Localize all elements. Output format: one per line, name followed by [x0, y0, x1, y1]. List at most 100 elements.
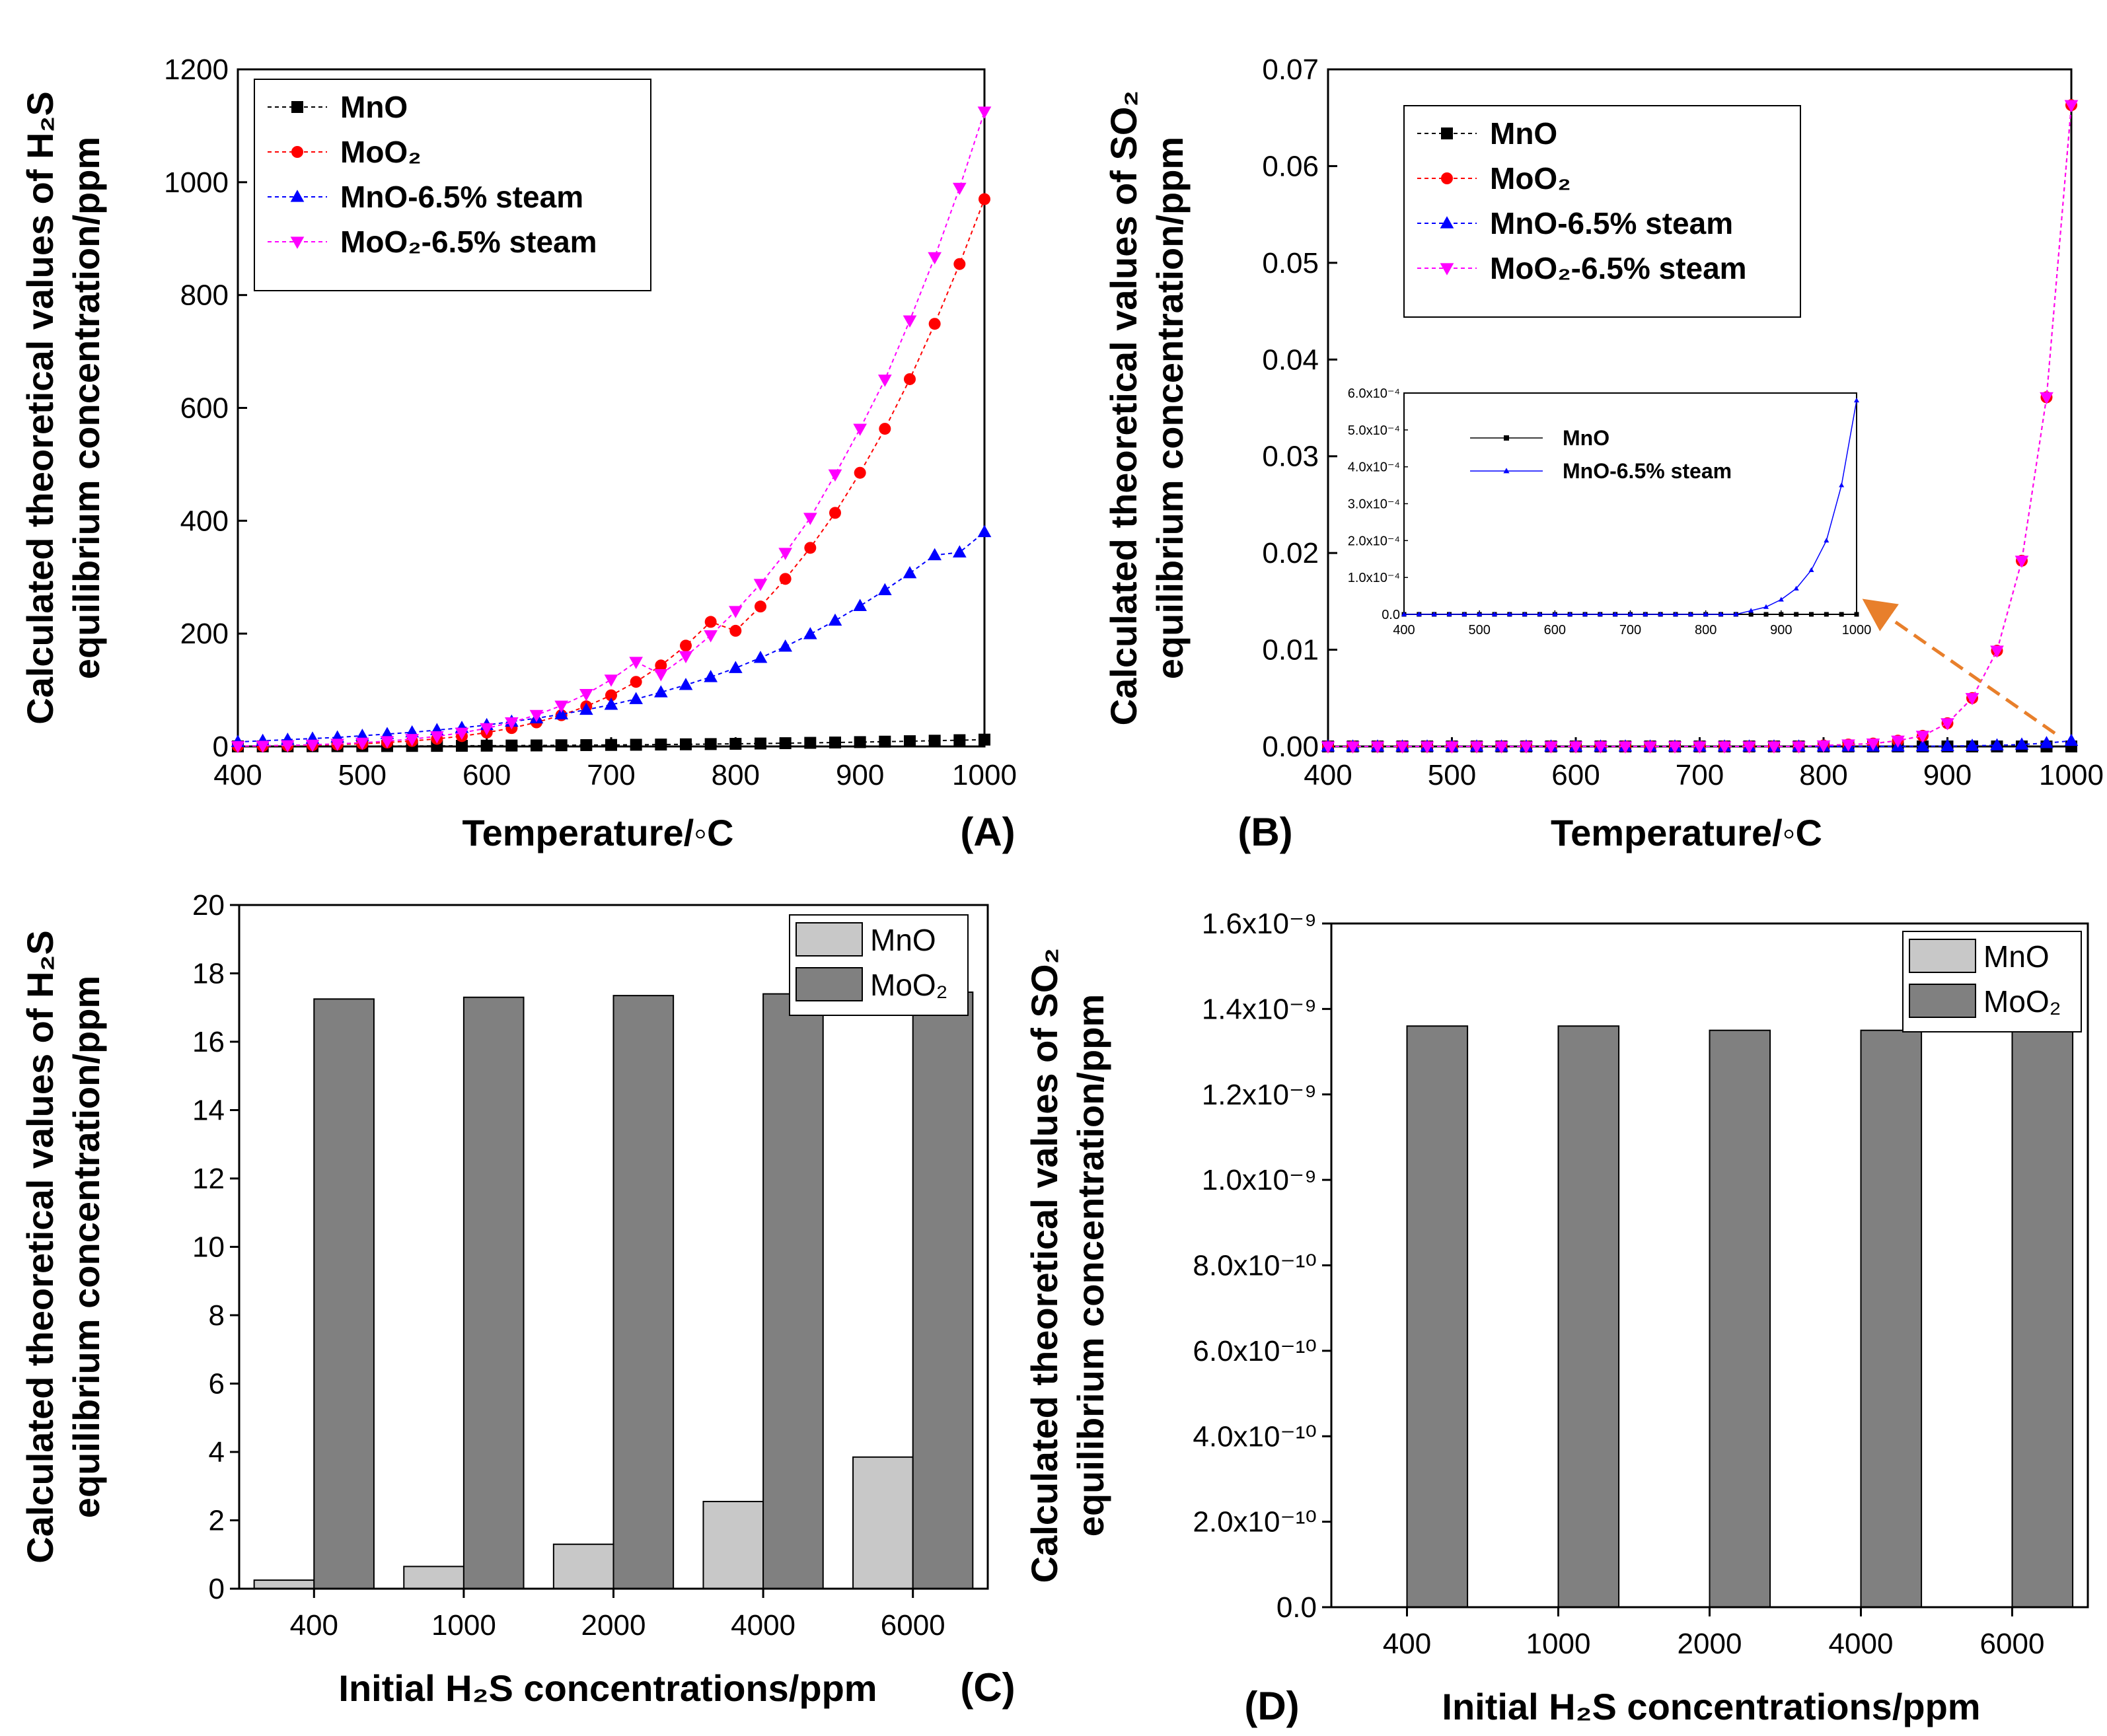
- bar-moo2: [313, 998, 375, 1589]
- legend-swatch: [1909, 984, 1976, 1018]
- inset-data-point: [1477, 611, 1483, 616]
- y-tick-label: 0.03: [1262, 441, 1319, 473]
- data-point: [804, 542, 817, 554]
- y-tick-label: 6: [209, 1368, 225, 1400]
- y-tick-label: 4.0x10⁻¹⁰: [1193, 1420, 1317, 1453]
- data-point: [904, 373, 916, 385]
- y-axis-title-line2: equilibrium concentration/ppm: [65, 976, 107, 1518]
- inset-y-tick-label: 0.0: [1382, 608, 1400, 622]
- data-point: [1594, 741, 1608, 754]
- y-tick-label: 800: [180, 279, 229, 312]
- data-point: [1816, 740, 1831, 753]
- series-0: [232, 733, 990, 752]
- inset-data-point: [1416, 611, 1422, 616]
- data-point: [256, 741, 270, 753]
- x-tick-label: 1000: [431, 1609, 496, 1642]
- inset-legend-marker: [1503, 468, 1510, 474]
- inset-data-point: [1627, 611, 1633, 616]
- data-point: [779, 737, 792, 750]
- legend-label: MoO₂: [870, 968, 948, 1002]
- x-tick-label: 900: [836, 759, 884, 791]
- legend-marker: [290, 236, 305, 249]
- data-point: [2064, 733, 2079, 746]
- y-tick-label: 8.0x10⁻¹⁰: [1193, 1250, 1317, 1282]
- inset-data-point: [1658, 611, 1664, 616]
- data-point: [2040, 736, 2053, 748]
- panel-label: (A): [960, 810, 1015, 854]
- panel-d-chart: 400 1000 2000 4000 6000 0.0 2.0x10⁻¹⁰ 4.0x10⁻¹⁰…: [1023, 908, 2089, 1728]
- bar-moo2: [612, 995, 675, 1589]
- data-point: [630, 676, 642, 688]
- data-point: [1420, 741, 1434, 754]
- x-tick-label: 6000: [1980, 1628, 2045, 1660]
- data-point: [1395, 741, 1409, 754]
- legend-label: MnO-6.5% steam: [340, 180, 583, 214]
- data-point: [1941, 739, 1954, 752]
- bar-moo2: [1709, 1029, 1771, 1608]
- data-point: [629, 657, 644, 669]
- panel-label: (B): [1238, 810, 1292, 854]
- y-tick-label: 600: [180, 392, 229, 425]
- data-point: [755, 737, 766, 750]
- data-point: [355, 737, 369, 750]
- data-point: [2064, 100, 2079, 112]
- inset-frame: [1403, 392, 1857, 615]
- legend: MnO MoO₂: [789, 914, 969, 1016]
- data-point: [1569, 741, 1583, 754]
- inset-data-point: [1793, 585, 1799, 591]
- x-tick-label: 2000: [1678, 1628, 1742, 1660]
- data-point: [728, 661, 743, 673]
- x-tick-label: 600: [462, 759, 511, 791]
- data-point: [952, 545, 967, 558]
- x-axis-title: Temperature/◦C: [462, 812, 734, 853]
- inset-data-point: [1687, 611, 1693, 616]
- data-point: [704, 670, 718, 682]
- inset-data-point: [1854, 612, 1859, 617]
- data-point: [903, 565, 917, 579]
- legend-marker: [291, 101, 303, 113]
- x-tick-label: 1000: [952, 759, 1017, 791]
- inset-data-point: [1718, 611, 1724, 616]
- inset-data-point: [1778, 597, 1784, 602]
- series-3: [1321, 100, 2079, 754]
- inset-y-tick-label: 3.0x10⁻⁴: [1348, 497, 1400, 512]
- data-point: [1915, 731, 1930, 743]
- data-point: [904, 735, 916, 748]
- data-point: [655, 739, 667, 751]
- data-point: [753, 651, 768, 663]
- y-tick-label: 1.0x10⁻⁹: [1202, 1164, 1317, 1196]
- data-point: [1841, 739, 1855, 752]
- y-tick-label: 1200: [164, 54, 229, 86]
- data-point: [704, 630, 718, 643]
- y-tick-label: 8: [209, 1299, 225, 1332]
- legend-swatch: [795, 967, 863, 1001]
- y-tick-label: 0: [209, 1573, 225, 1605]
- inset-data-point: [1506, 611, 1512, 616]
- inset-data-point: [1824, 612, 1829, 617]
- data-point: [1321, 741, 1335, 754]
- panel-label: (C): [960, 1665, 1015, 1710]
- data-point: [729, 624, 742, 637]
- data-point: [953, 734, 966, 746]
- series-3: [231, 106, 992, 754]
- legend-marker: [291, 146, 303, 158]
- inset-data-point: [1612, 611, 1618, 616]
- data-point: [753, 579, 768, 591]
- x-tick-label: 2000: [581, 1609, 646, 1642]
- x-tick-label: 4000: [1829, 1628, 1894, 1660]
- legend-marker: [1440, 216, 1454, 229]
- data-point: [952, 182, 967, 196]
- y-axis-title-line2: equilibrium concentration/ppm: [65, 137, 107, 679]
- inset-data-point: [1401, 611, 1407, 616]
- y-tick-label: 14: [192, 1095, 225, 1127]
- bar-moo2: [1406, 1025, 1469, 1608]
- y-tick-label: 4: [209, 1436, 225, 1468]
- inset-data-point: [1537, 611, 1543, 616]
- legend-label: MoO₂: [1490, 161, 1571, 196]
- data-point: [1495, 741, 1508, 754]
- data-point: [1618, 741, 1633, 754]
- bar-moo2: [912, 991, 974, 1589]
- legend-box: [1403, 105, 1801, 318]
- inset-x-tick-label: 600: [1544, 623, 1566, 637]
- bar-mno: [852, 1456, 914, 1589]
